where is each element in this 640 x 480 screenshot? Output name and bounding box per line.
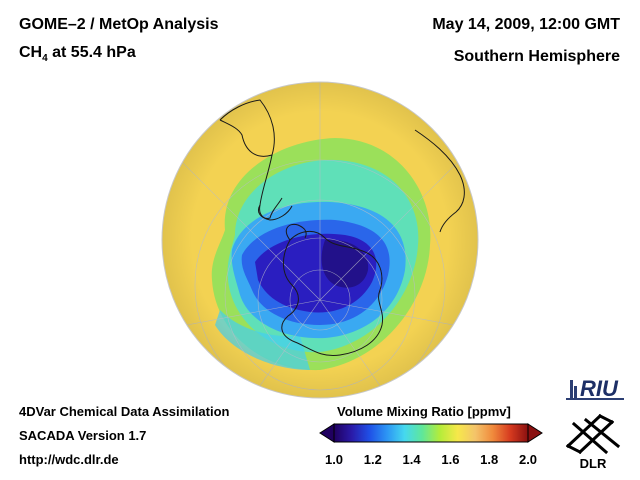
globe-rim [161, 81, 479, 399]
colorbar-tick-label: 1.0 [324, 452, 344, 467]
svg-text:RIU: RIU [580, 376, 619, 401]
version-label: SACADA Version 1.7 [19, 428, 147, 443]
region-label: Southern Hemisphere [453, 48, 620, 65]
colorbar-tick-label: 1.8 [480, 452, 499, 467]
colorbar-max-arrow [527, 423, 543, 443]
source-url: http://wdc.dlr.de [19, 452, 119, 467]
colorbar-tick-label: 2.0 [518, 452, 538, 467]
dlr-logo: DLR [565, 413, 621, 470]
species-level-label: CH4 at 55.4 hPa [19, 44, 136, 64]
colorbar-min-arrow [319, 423, 335, 443]
species-subscript: 4 [42, 53, 48, 65]
colorbar-tick-label: 1.2 [363, 452, 382, 467]
colorbar-gradient [333, 423, 529, 443]
species-name: CH [19, 44, 43, 61]
globe-map [161, 81, 479, 399]
method-label: 4DVar Chemical Data Assimilation [19, 404, 230, 419]
colorbar [319, 423, 543, 443]
svg-text:DLR: DLR [580, 456, 607, 470]
riu-logo: RIU [566, 376, 624, 401]
datetime-label: May 14, 2009, 12:00 GMT [432, 16, 620, 33]
figure-title: GOME–2 / MetOp Analysis [19, 16, 219, 33]
colorbar-title: Volume Mixing Ratio [ppmv] [337, 404, 511, 419]
pressure-level: at 55.4 hPa [47, 44, 136, 61]
colorbar-tick-label: 1.6 [441, 452, 460, 467]
colorbar-tick-label: 1.4 [402, 452, 421, 467]
